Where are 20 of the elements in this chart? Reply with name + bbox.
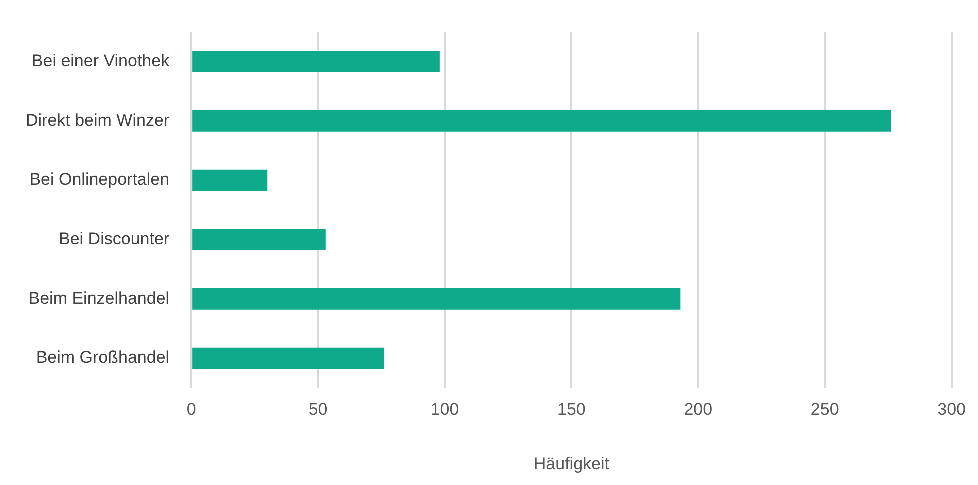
x-tick-label: 150 — [558, 400, 586, 420]
bar — [192, 288, 681, 310]
y-tick-label: Beim Einzelhandel — [28, 288, 170, 308]
x-axis-title: Häufigkeit — [534, 454, 610, 474]
x-tick-label: 300 — [938, 400, 966, 420]
bar — [192, 229, 326, 251]
x-tick-label: 0 — [186, 400, 196, 420]
y-tick-label: Beim Großhandel — [36, 348, 170, 368]
y-tick-label: Bei Onlineportalen — [30, 170, 170, 190]
y-tick-label: Direkt beim Winzer — [26, 110, 170, 130]
bar — [192, 51, 440, 73]
y-tick-label: Bei einer Vinothek — [32, 52, 170, 71]
bar — [192, 348, 384, 370]
bar — [192, 170, 268, 192]
bar — [192, 110, 891, 132]
x-tick-label: 200 — [684, 400, 713, 420]
x-tick-label: 250 — [810, 400, 840, 420]
x-tick-label: 50 — [308, 400, 328, 420]
x-tick-label: 100 — [430, 400, 460, 420]
y-tick-label: Bei Discounter — [59, 230, 170, 249]
